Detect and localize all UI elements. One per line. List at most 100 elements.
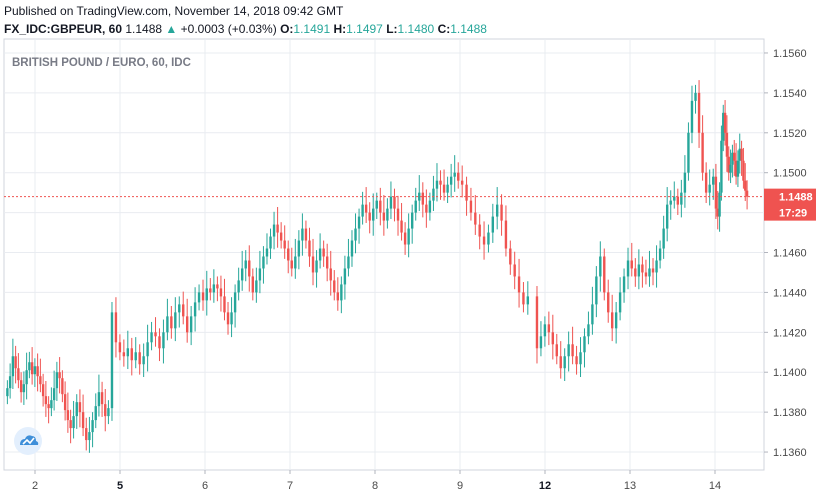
candle-body (697, 92, 701, 133)
candle-body (722, 112, 725, 141)
candle-body (88, 432, 91, 441)
candle-body (655, 260, 658, 273)
candle-body (425, 204, 428, 213)
candle-body (446, 184, 449, 193)
candle-body (61, 378, 64, 395)
candle-body (233, 292, 237, 313)
candle-body (603, 256, 606, 293)
candle-body (283, 240, 286, 249)
candle-body (336, 292, 340, 301)
candle-body (22, 384, 26, 393)
y-tick-label: 1.1420 (773, 327, 807, 339)
candle-body (386, 208, 389, 221)
candle-body (28, 362, 31, 371)
y-tick-label: 1.1400 (773, 367, 807, 379)
candle-body (142, 356, 145, 365)
candle-body (733, 152, 736, 161)
candle-body (687, 132, 690, 173)
candle-body (118, 342, 122, 353)
close-label: C: (437, 22, 451, 36)
candle-body (212, 284, 216, 293)
candle-body (740, 148, 743, 161)
candle-body (150, 332, 153, 343)
candle-body (500, 204, 503, 221)
candle-body (460, 180, 464, 185)
candle-body (453, 172, 456, 177)
candle-body (251, 276, 255, 293)
candle-body (325, 256, 329, 269)
price-axis[interactable]: 1.13601.13801.14001.14201.14401.14601.14… (764, 48, 807, 459)
x-tick-label: 2 (32, 480, 38, 492)
candle-body (75, 402, 78, 417)
candle-body (626, 260, 630, 277)
candle-body (226, 312, 230, 325)
y-tick-label: 1.1380 (773, 407, 807, 419)
published-caption: Published on TradingView.com, November 1… (4, 4, 344, 18)
candle-body (403, 232, 407, 245)
candle-body (248, 260, 251, 277)
candle-body (714, 176, 718, 209)
last-price-tag-value: 1.1488 (779, 192, 813, 204)
change-value: +0.0003 (+0.03%) (180, 22, 277, 36)
x-tick-label: 5 (117, 480, 123, 492)
close-value: 1.1488 (450, 22, 487, 36)
candle-body (744, 180, 747, 191)
candle-body (357, 216, 361, 229)
candle-body (662, 228, 665, 249)
candle-body (258, 268, 262, 281)
tradingview-cloud-icon[interactable] (14, 427, 42, 455)
candle-body (308, 240, 311, 257)
candle-body (350, 240, 354, 257)
candle-body (465, 184, 468, 201)
candle-body (272, 224, 276, 237)
x-tick-label: 14 (709, 480, 721, 492)
time-axis[interactable]: 2 5 6 7 8 9 12 13 14 (32, 470, 721, 492)
candle-body (134, 352, 137, 361)
candle-body (522, 292, 525, 305)
candle-body (354, 228, 357, 241)
candle-body (85, 428, 88, 441)
x-tick-label: 8 (372, 480, 378, 492)
candle-body (648, 268, 651, 277)
candle-body (539, 336, 543, 349)
candle-body (439, 180, 442, 185)
x-tick-label: 6 (202, 480, 208, 492)
candle-body (579, 352, 582, 365)
candle-body (14, 356, 17, 369)
candle-body (587, 324, 590, 337)
candle-body (738, 148, 741, 161)
candle-body (559, 356, 562, 369)
candle-body (669, 200, 672, 205)
y-tick-label: 1.1500 (773, 168, 807, 180)
candle-body (509, 248, 512, 265)
y-tick-label: 1.1560 (773, 48, 807, 60)
candle-body (262, 256, 265, 269)
candle-body (418, 192, 421, 201)
open-value: 1.1491 (293, 22, 331, 36)
candle-body (651, 268, 655, 273)
x-tick-label: 13 (624, 480, 636, 492)
plot-area[interactable] (3, 38, 765, 471)
candle-body (343, 268, 347, 285)
candle-body (94, 406, 97, 421)
candle-body (571, 344, 574, 357)
high-value: 1.1497 (346, 22, 383, 36)
candle-body (526, 296, 530, 305)
candle-body (361, 204, 364, 217)
candle-body (223, 296, 226, 313)
candle-body (318, 248, 322, 261)
candle-body (396, 208, 400, 221)
candle-body (170, 316, 173, 329)
candle-body (591, 304, 594, 325)
candle-body (322, 248, 325, 257)
candle-body (725, 132, 729, 157)
candle-body (189, 316, 193, 333)
candle-body (201, 292, 205, 301)
candle-body (55, 372, 59, 389)
candle-body (104, 404, 107, 417)
candle-body (712, 176, 715, 185)
candle-body (742, 160, 745, 181)
candle-body (114, 312, 118, 343)
candle-body (495, 204, 499, 217)
